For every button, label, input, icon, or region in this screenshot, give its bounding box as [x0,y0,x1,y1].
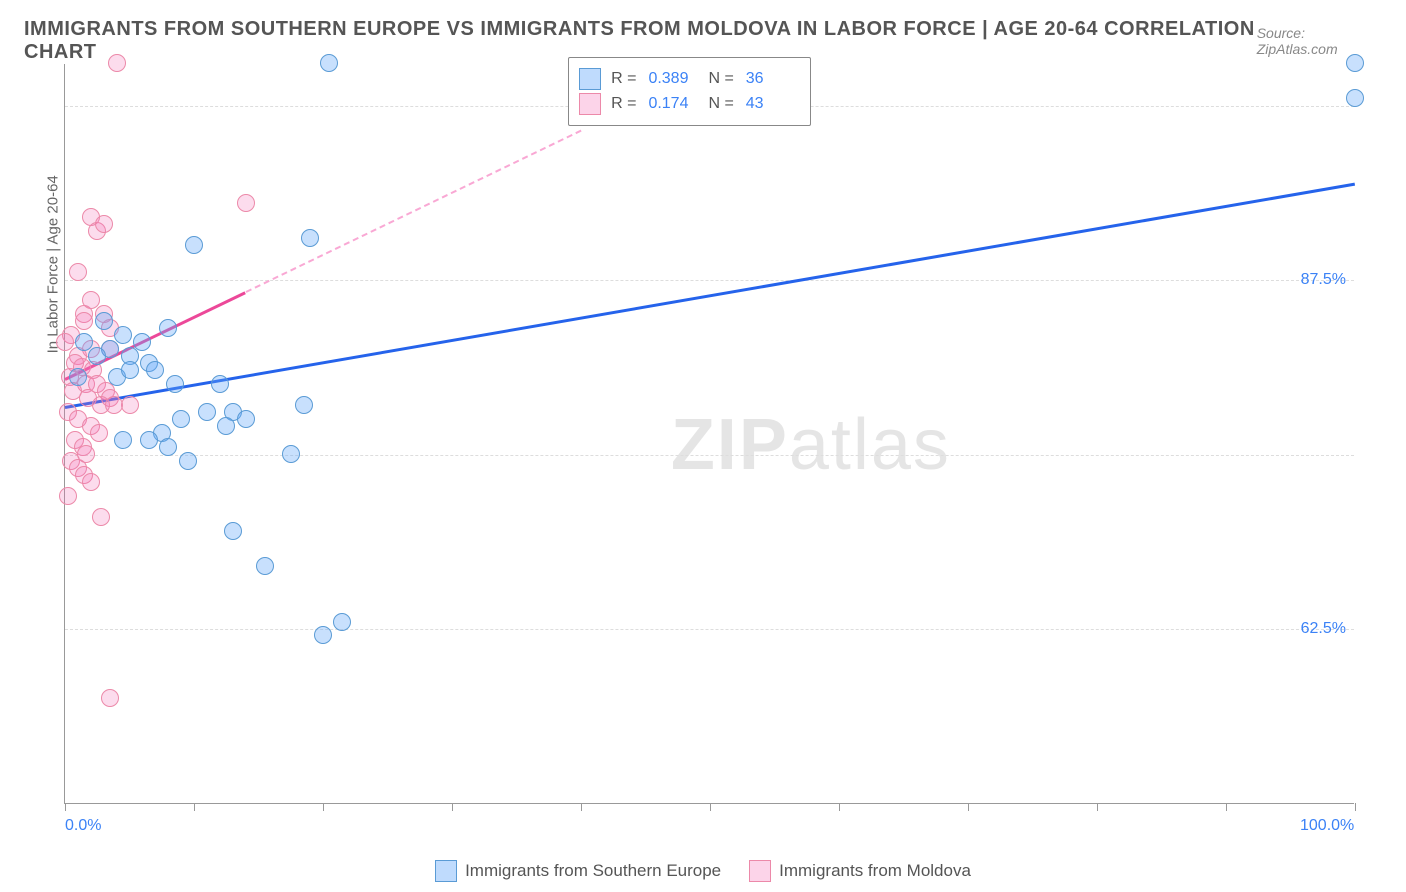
x-tick [65,803,66,811]
gridline [65,280,1354,281]
x-tick-label: 100.0% [1300,817,1354,835]
data-point-blue [140,431,158,449]
y-axis-label: In Labor Force | Age 20-64 [45,175,62,353]
data-point-blue [301,229,319,247]
x-tick [1355,803,1356,811]
data-point-blue [69,368,87,386]
x-tick [194,803,195,811]
y-tick-label: 87.5% [1301,271,1346,289]
bottom-legend: Immigrants from Southern Europe Immigran… [0,860,1406,882]
watermark: ZIPatlas [671,404,951,486]
data-point-blue [75,333,93,351]
data-point-blue [166,375,184,393]
data-point-blue [1346,89,1364,107]
data-point-blue [146,361,164,379]
r-value: 0.389 [648,70,698,88]
gridline [65,629,1354,630]
swatch-pink [749,860,771,882]
swatch-blue [435,860,457,882]
data-point-blue [88,347,106,365]
r-label: R = [611,95,636,113]
data-point-pink [82,473,100,491]
n-label: N = [708,70,733,88]
data-point-pink [101,689,119,707]
x-tick [581,803,582,811]
r-value: 0.174 [648,95,698,113]
x-tick [452,803,453,811]
data-point-blue [224,522,242,540]
data-point-pink [237,194,255,212]
data-point-blue [314,626,332,644]
swatch-blue [579,68,601,90]
r-label: R = [611,70,636,88]
data-point-blue [133,333,151,351]
correlation-chart: In Labor Force | Age 20-64 ZIPatlas 62.5… [24,54,1382,834]
data-point-blue [114,431,132,449]
data-point-blue [282,445,300,463]
data-point-blue [198,403,216,421]
y-tick-label: 62.5% [1301,620,1346,638]
data-point-blue [237,410,255,428]
legend-label: Immigrants from Southern Europe [465,861,721,881]
n-value: 43 [746,95,796,113]
data-point-blue [217,417,235,435]
data-point-blue [295,396,313,414]
data-point-blue [179,452,197,470]
data-point-pink [121,396,139,414]
data-point-blue [172,410,190,428]
data-point-blue [121,361,139,379]
x-tick [710,803,711,811]
data-point-blue [159,319,177,337]
data-point-blue [1346,54,1364,72]
data-point-pink [95,215,113,233]
data-point-pink [82,291,100,309]
data-point-pink [90,424,108,442]
legend-item-moldova: Immigrants from Moldova [749,860,971,882]
data-point-blue [320,54,338,72]
trendline-pink-dash [245,130,581,293]
data-point-pink [105,396,123,414]
source-attribution: Source: ZipAtlas.com [1257,25,1382,57]
n-value: 36 [746,70,796,88]
data-point-pink [59,487,77,505]
gridline [65,455,1354,456]
data-point-pink [92,508,110,526]
data-point-pink [108,54,126,72]
legend-item-southern-europe: Immigrants from Southern Europe [435,860,721,882]
stats-legend: R = 0.389 N = 36 R = 0.174 N = 43 [568,57,811,126]
data-point-pink [75,312,93,330]
x-tick [1097,803,1098,811]
data-point-blue [114,326,132,344]
stats-row-blue: R = 0.389 N = 36 [579,68,796,90]
plot-area: In Labor Force | Age 20-64 ZIPatlas 62.5… [64,64,1354,804]
x-tick [323,803,324,811]
legend-label: Immigrants from Moldova [779,861,971,881]
n-label: N = [708,95,733,113]
stats-row-pink: R = 0.174 N = 43 [579,93,796,115]
x-tick [1226,803,1227,811]
data-point-pink [69,263,87,281]
x-tick-label: 0.0% [65,817,101,835]
swatch-pink [579,93,601,115]
data-point-blue [159,438,177,456]
trendline-blue [65,183,1355,409]
x-tick [968,803,969,811]
x-tick [839,803,840,811]
data-point-blue [333,613,351,631]
data-point-blue [95,312,113,330]
data-point-blue [185,236,203,254]
data-point-blue [211,375,229,393]
data-point-blue [256,557,274,575]
